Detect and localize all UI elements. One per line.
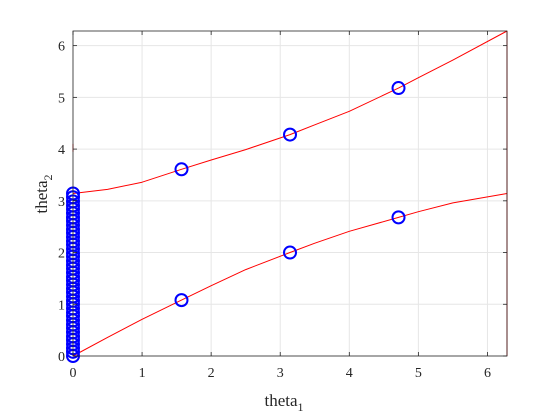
curve-line-2 [72,30,508,194]
data-marker [174,162,189,177]
x-tick-label: 3 [277,366,284,381]
grid [72,31,507,357]
data-marker [283,245,298,260]
y-tick-label: 5 [58,91,65,106]
data-marker [391,81,406,96]
plot-area [73,31,507,356]
x-tick-label: 0 [70,366,77,381]
y-tick-label: 2 [58,247,65,262]
data-marker [174,293,189,308]
x-axis-title-base: theta [264,391,297,410]
y-tick-label: 6 [58,40,65,55]
axes-box [72,30,508,357]
y-tick-label: 0 [58,350,65,365]
x-tick-label: 5 [415,366,422,381]
y-axis-title-sub: 2 [41,174,55,180]
x-tick-label: 2 [208,366,215,381]
x-axis-title: theta1 [264,391,303,414]
data-marker [391,210,406,225]
data-marker [283,127,298,142]
x-tick-label: 6 [484,366,491,381]
y-tick-label: 3 [58,195,65,210]
x-tick-label: 4 [346,366,353,381]
y-tick-label: 4 [58,143,65,158]
curve-line-1 [72,193,508,357]
y-tick-label: 1 [58,298,65,313]
x-axis-title-sub: 1 [298,400,304,414]
x-tick-label: 1 [139,366,146,381]
y-axis-title: theta2 [32,174,55,213]
y-axis-title-base: theta [32,180,51,213]
ticks: 0 1 2 3 4 5 6 0 1 2 3 4 5 6 [58,31,507,381]
